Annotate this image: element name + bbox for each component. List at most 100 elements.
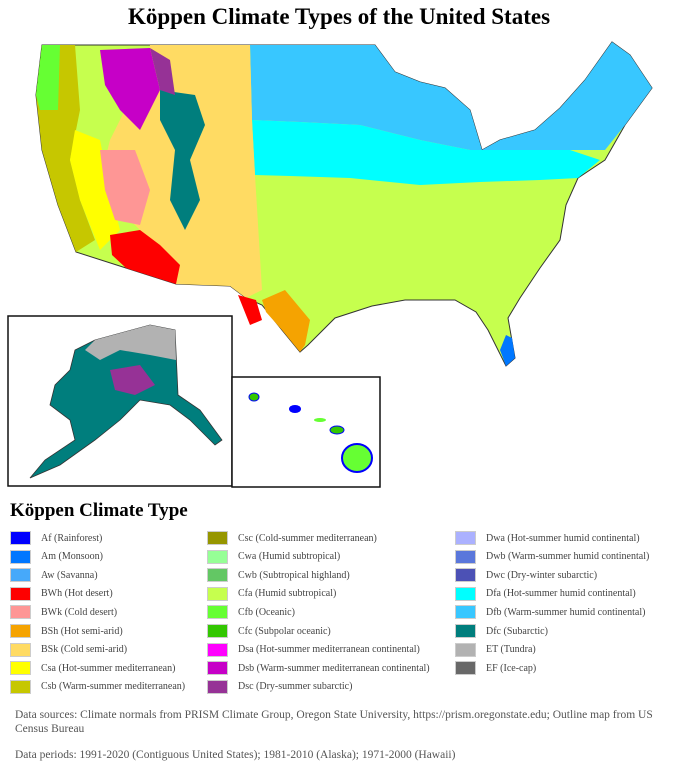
legend-swatch [207,679,228,694]
legend-swatch [10,568,31,583]
legend-swatch [455,549,476,564]
legend-swatch [10,642,31,657]
legend-item: Dsc (Dry-summer subarctic) [207,679,352,695]
legend-item: Dfa (Hot-summer humid continental) [455,586,636,602]
legend-item: Csc (Cold-summer mediterranean) [207,530,377,546]
region-bsh [262,290,310,352]
legend-item: Cwb (Subtropical highland) [207,567,350,583]
legend-item: BSk (Cold semi-arid) [10,642,127,658]
region-dfc-mountains [160,90,205,230]
legend-swatch [455,661,476,676]
region-dsb-northwest [100,48,160,130]
legend-label: Dsc (Dry-summer subarctic) [238,681,353,693]
region-dsc [150,48,175,95]
legend-item: Cfa (Humid subtropical) [207,586,336,602]
legend-label: Cwa (Humid subtropical) [238,551,341,563]
legend-label: Dwa (Hot-summer humid continental) [486,532,640,544]
legend-label: Cwb (Subtropical highland) [238,569,350,581]
legend-label: Dfa (Hot-summer humid continental) [486,588,636,600]
hawaii-maui [329,425,345,435]
legend-swatch [207,586,228,601]
legend-label: BWh (Hot desert) [41,588,113,600]
legend-item: EF (Ice-cap) [455,660,536,676]
legend-item: Dwa (Hot-summer humid continental) [455,530,640,546]
legend-swatch [455,624,476,638]
hawaii-molokai [314,418,326,422]
legend-swatch [207,531,228,545]
legend-item: Dsb (Warm-summer mediterranean continent… [207,660,430,676]
legend-label: BSh (Hot semi-arid) [41,625,123,637]
legend-label: Csc (Cold-summer mediterranean) [238,532,377,544]
legend-swatch [207,661,228,676]
legend-item: Aw (Savanna) [10,567,98,583]
hawaii-big-island [341,443,373,473]
legend-item: Cwa (Humid subtropical) [207,549,340,565]
legend-item: Dwb (Warm-summer humid continental) [455,549,649,565]
legend-swatch [455,568,476,583]
region-bwh [110,230,180,284]
legend-swatch [10,586,31,601]
legend-swatch [10,661,31,676]
legend-item: Dfb (Warm-summer humid continental) [455,604,645,620]
legend-item: Csb (Warm-summer mediterranean) [10,679,185,695]
legend-label: BWk (Cold desert) [41,606,118,618]
legend-swatch [10,679,31,694]
legend-label: Dsb (Warm-summer mediterranean continent… [238,662,430,674]
region-bwh-texas [238,295,262,325]
legend-item: BWk (Cold desert) [10,604,117,620]
legend-label: Cfa (Humid subtropical) [238,588,337,600]
legend-label: Am (Monsoon) [41,551,103,563]
alaska-dsc [110,365,155,395]
legend-item: Af (Rainforest) [10,530,102,546]
legend-item: BSh (Hot semi-arid) [10,623,123,639]
legend-item: Am (Monsoon) [10,549,103,565]
legend-label: Csb (Warm-summer mediterranean) [41,681,186,693]
legend-label: Dwb (Warm-summer humid continental) [486,551,650,563]
alaska-shape [29,324,223,479]
hawaii-oahu [289,405,301,413]
data-sources-note: Data sources: Climate normals from PRISM… [15,709,653,735]
legend-label: Dfc (Subarctic) [486,625,548,637]
region-dfa-band [252,120,600,185]
legend-item: Csa (Hot-summer mediterranean) [10,660,175,676]
legend-label: ET (Tundra) [486,644,536,656]
legend-label: Cfb (Oceanic) [238,606,295,618]
map-title: Köppen Climate Types of the United State… [127,4,551,29]
region-dfb-north [250,42,652,150]
alaska-tundra [85,325,176,360]
legend-item: BWh (Hot desert) [10,586,113,602]
legend-label: Csa (Hot-summer mediterranean) [41,662,176,674]
region-csa [70,130,120,250]
legend-item: ET (Tundra) [455,642,536,658]
legend-swatch [207,624,228,638]
legend-item: Dfc (Subarctic) [455,623,548,639]
hawaii-kauai [248,392,260,402]
legend-item: Dsa (Hot-summer mediterranean continenta… [207,642,420,658]
legend-item: Cfc (Subpolar oceanic) [207,623,331,639]
region-cfb-coast [36,45,60,110]
legend-label: Dfb (Warm-summer humid continental) [486,606,646,618]
legend-swatch [455,531,476,545]
legend-label: Cfc (Subpolar oceanic) [238,625,331,637]
legend-label: BSk (Cold semi-arid) [41,644,128,656]
legend-item: Dwc (Dry-winter subarctic) [455,567,597,583]
legend-title: Köppen Climate Type [10,500,188,521]
legend-swatch [207,568,228,583]
legend-label: Af (Rainforest) [41,532,103,544]
legend-swatch [10,624,31,638]
legend-swatch [10,605,31,620]
legend-swatch [455,605,476,620]
region-bwk [100,150,150,225]
legend-swatch [207,605,228,620]
legend-label: Dwc (Dry-winter subarctic) [486,569,598,581]
legend-swatch [10,549,31,564]
climate-map [7,41,653,488]
legend-swatch [455,586,476,601]
legend-label: Dsa (Hot-summer mediterranean continenta… [238,644,420,656]
legend-label: EF (Ice-cap) [486,662,537,674]
legend-label: Aw (Savanna) [41,569,98,581]
legend-swatch [10,531,31,545]
data-periods-note: Data periods: 1991-2020 (Contiguous Unit… [15,749,456,761]
legend-swatch [455,642,476,657]
legend-item: Cfb (Oceanic) [207,604,295,620]
